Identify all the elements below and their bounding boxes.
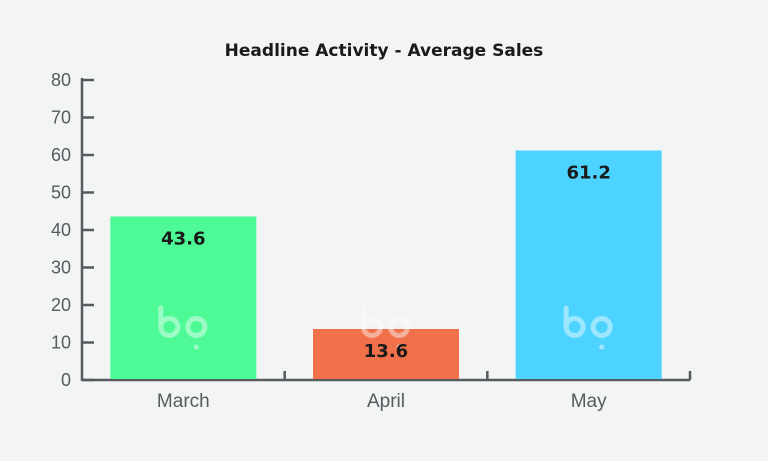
y-tick-label: 30 <box>51 258 71 278</box>
data-label: 13.6 <box>364 341 408 362</box>
bp-logo-icon <box>563 305 613 350</box>
data-label: 43.6 <box>161 229 205 250</box>
bar-may <box>515 150 662 379</box>
chart-title: Headline Activity - Average Sales <box>225 41 544 61</box>
y-tick-label: 0 <box>61 370 71 390</box>
y-tick-label: 40 <box>51 220 71 240</box>
bar-march <box>110 216 257 379</box>
y-tick-label: 20 <box>51 295 71 315</box>
bp-logo-icon <box>158 305 208 350</box>
bp-logo-icon <box>361 305 410 350</box>
bars: 43.6 March 13.6 April 61.2 May <box>110 150 662 412</box>
x-category-label: April <box>367 391 405 412</box>
y-tick-label: 60 <box>51 145 71 165</box>
y-axis: 0 10 20 30 40 50 60 70 80 <box>51 70 94 390</box>
bar-april <box>313 329 459 379</box>
y-tick-label: 80 <box>51 70 71 90</box>
data-label: 61.2 <box>566 163 610 184</box>
x-axis <box>82 371 692 382</box>
x-category-label: May <box>571 391 607 412</box>
x-category-label: March <box>157 391 210 412</box>
y-tick-label: 50 <box>51 183 71 203</box>
y-tick-label: 70 <box>51 108 71 128</box>
y-tick-label: 10 <box>51 333 71 353</box>
